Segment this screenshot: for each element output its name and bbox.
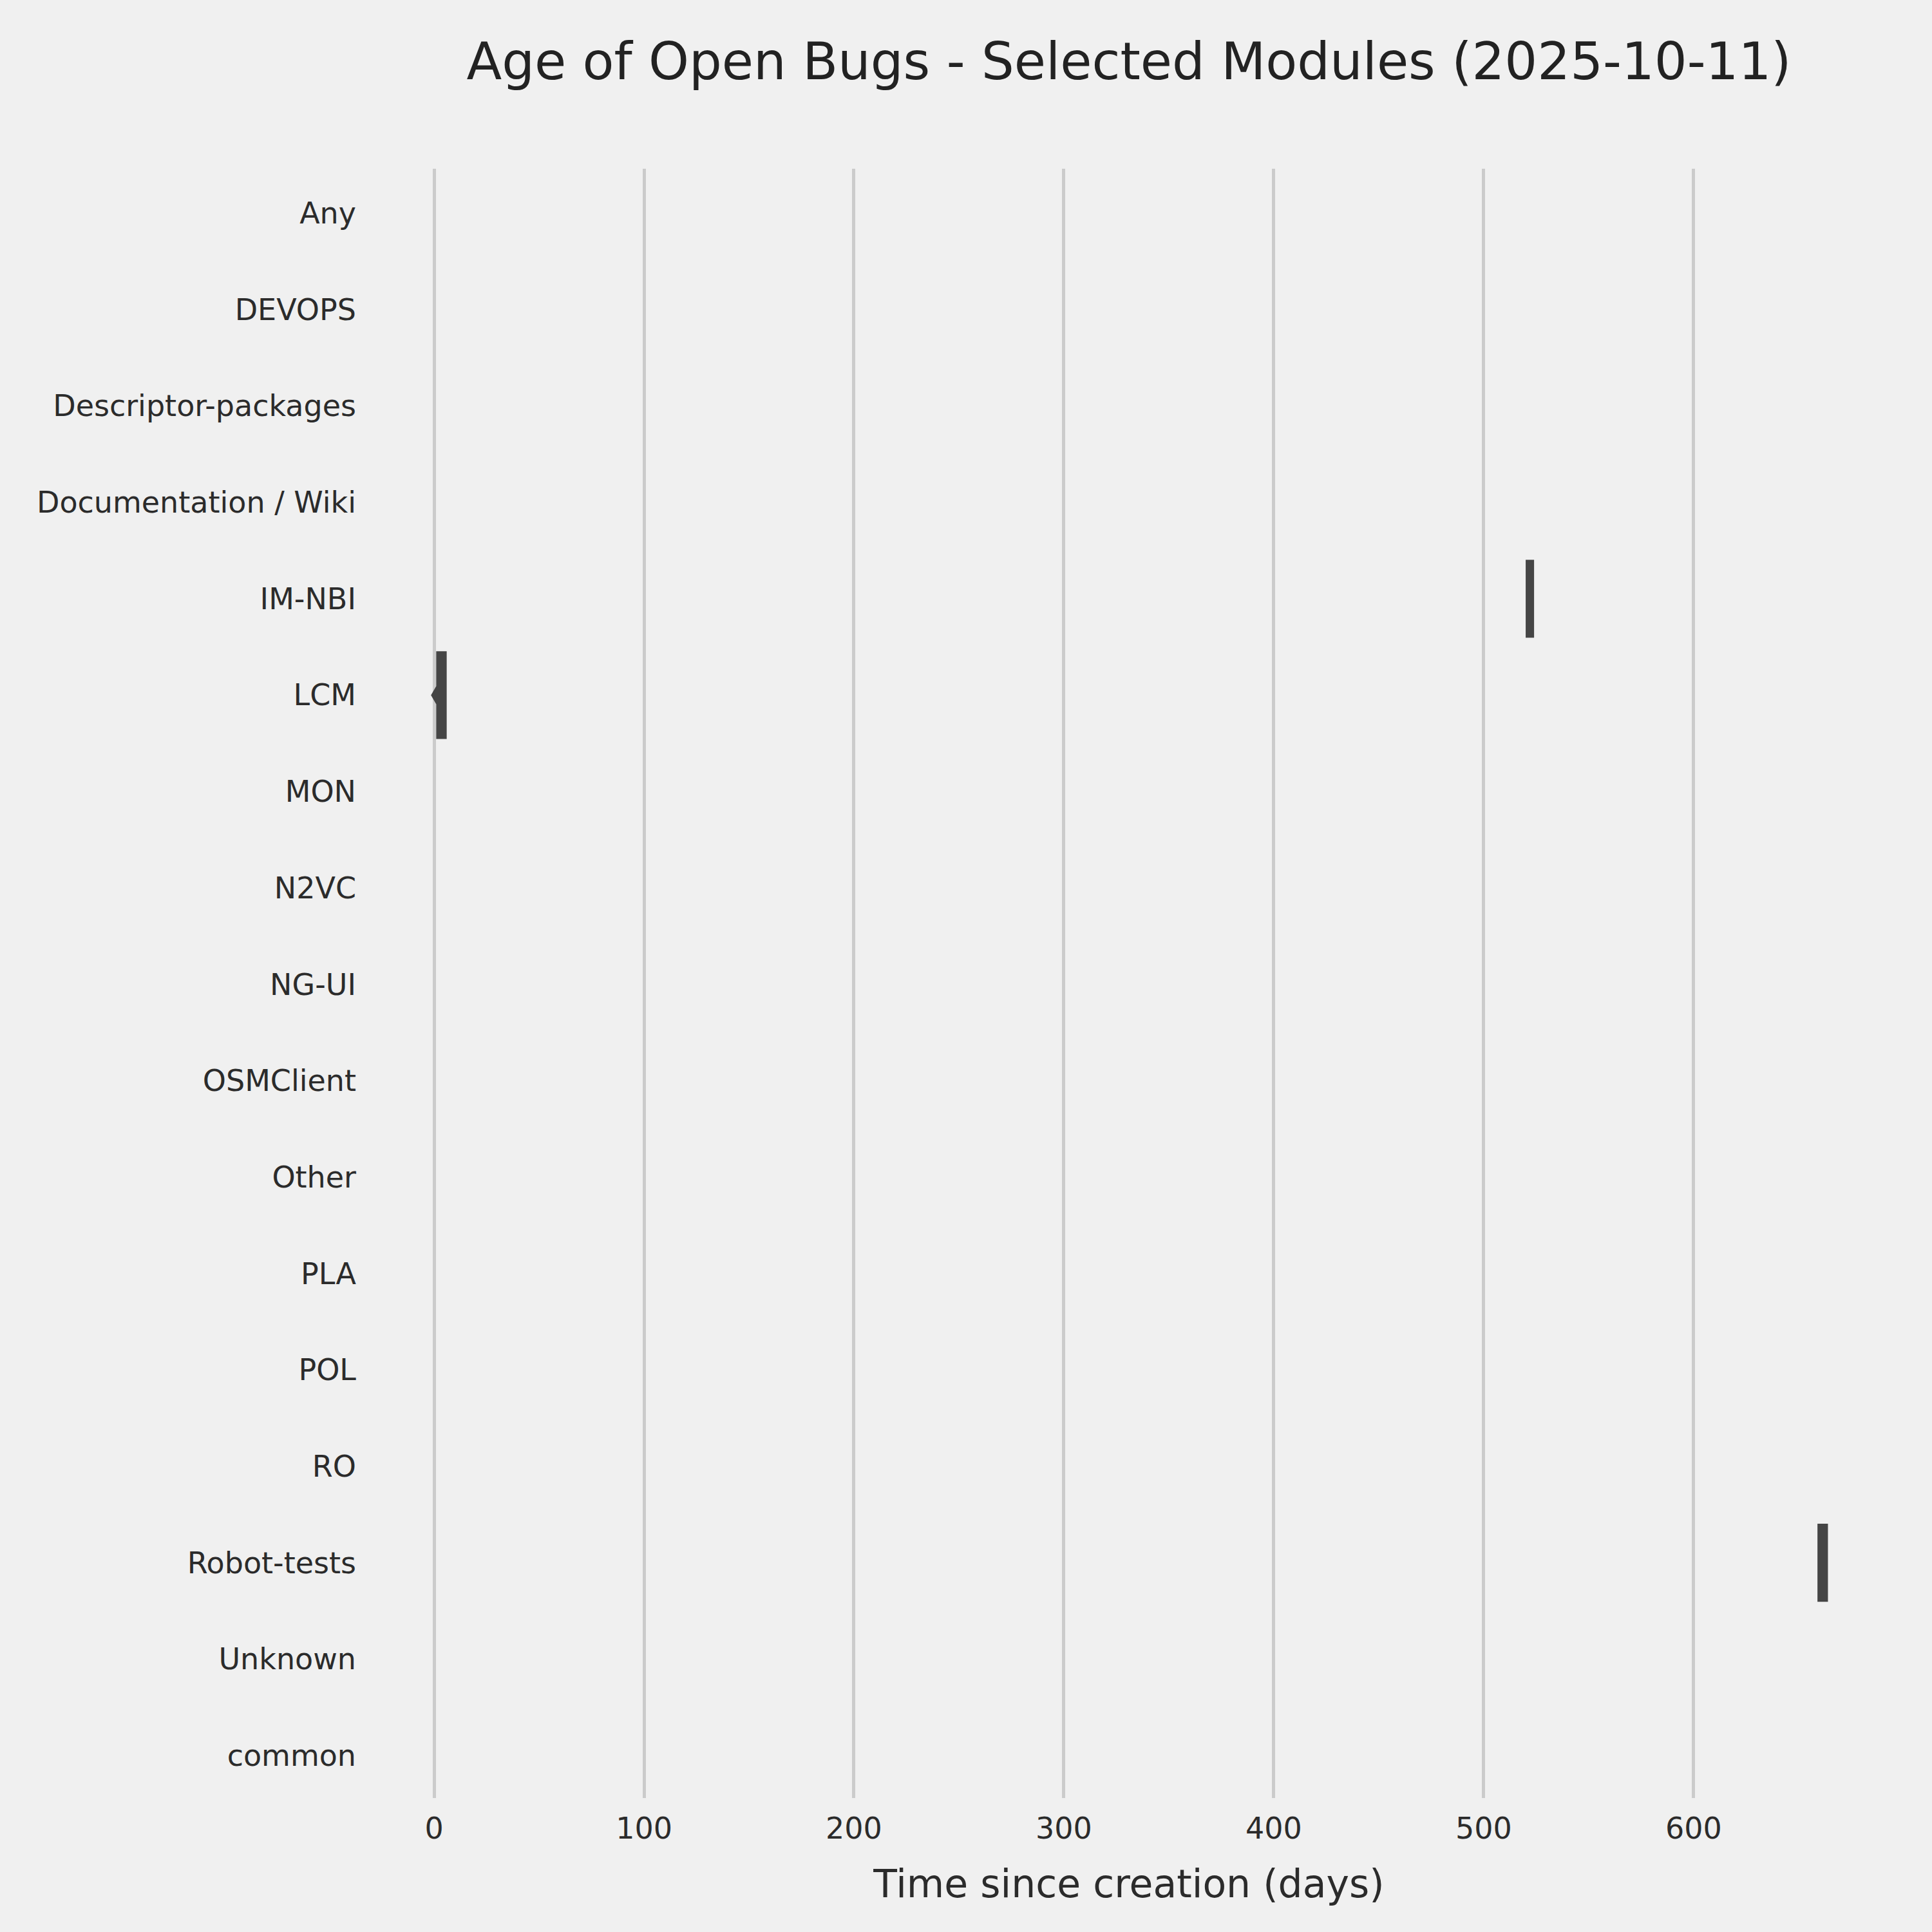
category-label-ro: RO	[312, 1449, 356, 1484]
category-label-other: Other	[272, 1160, 356, 1195]
violin-robot-tests	[1817, 1524, 1828, 1602]
x-tick-label-0: 0	[424, 1811, 443, 1846]
category-label-any: Any	[299, 196, 356, 231]
violin-im-nbi	[1526, 560, 1534, 638]
category-label-mon: MON	[285, 774, 356, 809]
category-label-osmclient: OSMClient	[203, 1063, 356, 1098]
category-label-lcm: LCM	[294, 677, 356, 712]
category-label-pol: POL	[298, 1352, 356, 1387]
x-axis-tick-labels: 0 100 200 300 400 500 600	[361, 1811, 1897, 1856]
y-axis-labels: Any DEVOPS Descriptor-packages Documentatio…	[0, 169, 357, 1798]
category-label-documentation-wiki: Documentation / Wiki	[37, 485, 356, 520]
category-label-n2vc: N2VC	[274, 871, 356, 905]
violin-marks	[361, 169, 1897, 1798]
category-label-common: common	[227, 1738, 356, 1773]
x-tick-label-400: 400	[1245, 1811, 1302, 1846]
category-label-ng-ui: NG-UI	[270, 967, 356, 1002]
x-tick-label-200: 200	[826, 1811, 882, 1846]
x-axis-label: Time since creation (days)	[361, 1861, 1897, 1906]
category-label-im-nbi: IM-NBI	[260, 582, 356, 616]
category-label-pla: PLA	[301, 1256, 356, 1291]
x-tick-label-500: 500	[1455, 1811, 1512, 1846]
violin-lcm	[431, 651, 446, 739]
figure: Age of Open Bugs - Selected Modules (202…	[0, 0, 1932, 1932]
plot-area	[361, 169, 1897, 1798]
x-tick-label-600: 600	[1665, 1811, 1722, 1846]
chart-title: Age of Open Bugs - Selected Modules (202…	[361, 33, 1897, 90]
category-label-unknown: Unknown	[218, 1642, 356, 1676]
x-tick-label-100: 100	[616, 1811, 672, 1846]
category-label-robot-tests: Robot-tests	[187, 1546, 356, 1580]
x-tick-label-300: 300	[1036, 1811, 1092, 1846]
category-label-descriptor-packages: Descriptor-packages	[53, 388, 356, 423]
category-label-devops: DEVOPS	[235, 292, 356, 327]
